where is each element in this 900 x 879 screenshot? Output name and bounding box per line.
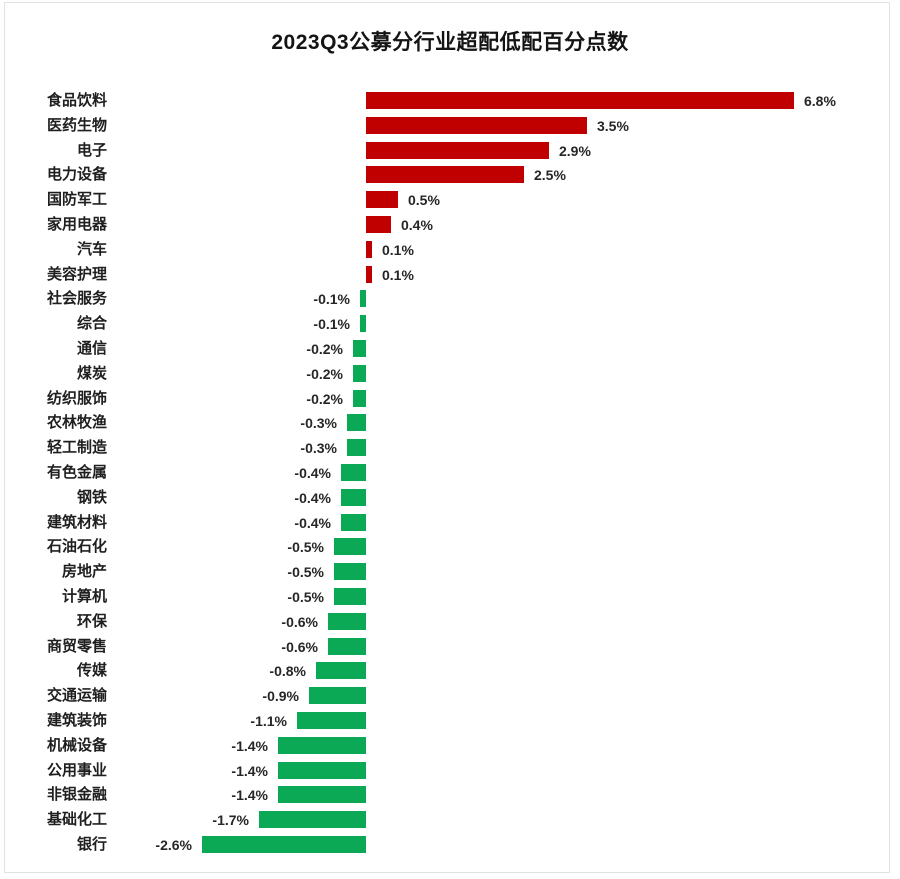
category-label: 汽车 <box>76 241 107 258</box>
value-label: 6.8% <box>804 93 836 109</box>
value-label: -1.4% <box>231 763 268 779</box>
category-label: 机械设备 <box>46 737 107 754</box>
category-label: 银行 <box>76 836 107 853</box>
bar <box>334 563 366 580</box>
category-label: 纺织服饰 <box>46 390 107 407</box>
category-label: 美容护理 <box>46 266 107 283</box>
value-label: 2.9% <box>559 143 591 159</box>
category-label: 环保 <box>76 613 107 630</box>
category-label: 家用电器 <box>46 216 107 233</box>
bar <box>353 365 366 382</box>
value-label: 0.5% <box>408 192 440 208</box>
bar <box>347 414 366 431</box>
category-label: 有色金属 <box>46 464 107 481</box>
bar <box>353 390 366 407</box>
value-label: -0.6% <box>281 614 318 630</box>
category-label: 国防军工 <box>46 191 107 208</box>
category-label: 煤炭 <box>76 365 107 382</box>
value-label: 0.1% <box>382 267 414 283</box>
category-label: 基础化工 <box>46 811 107 828</box>
bar <box>328 613 366 630</box>
chart-title: 2023Q3公募分行业超配低配百分点数 <box>271 31 629 54</box>
value-label: -0.4% <box>294 515 331 531</box>
value-label: -0.3% <box>300 415 337 431</box>
bar <box>366 117 587 134</box>
bar <box>366 266 372 283</box>
category-label: 石油石化 <box>46 538 107 555</box>
bar <box>366 166 524 183</box>
category-label: 社会服务 <box>46 290 107 307</box>
bar <box>341 464 366 481</box>
category-label: 农林牧渔 <box>46 414 107 431</box>
bar <box>328 638 366 655</box>
bar <box>259 811 366 828</box>
value-label: 3.5% <box>597 118 629 134</box>
value-label: -0.1% <box>313 291 350 307</box>
bar <box>316 662 366 679</box>
bar <box>366 142 549 159</box>
category-label: 建筑装饰 <box>46 712 107 729</box>
bar <box>360 315 366 332</box>
category-label: 建筑材料 <box>46 514 107 531</box>
value-label: -0.5% <box>287 589 324 605</box>
value-label: 0.4% <box>401 217 433 233</box>
value-label: -0.2% <box>306 341 343 357</box>
bar <box>297 712 366 729</box>
bar <box>366 191 398 208</box>
category-label: 商贸零售 <box>46 638 107 655</box>
category-label: 通信 <box>76 340 107 357</box>
category-label: 公用事业 <box>46 762 107 779</box>
category-label: 医药生物 <box>46 117 107 134</box>
category-label: 交通运输 <box>46 687 107 704</box>
category-label: 传媒 <box>76 662 107 679</box>
bar <box>366 216 391 233</box>
value-label: -0.6% <box>281 639 318 655</box>
value-label: -0.2% <box>306 391 343 407</box>
category-label: 食品饮料 <box>46 92 107 109</box>
category-label: 综合 <box>76 315 107 332</box>
bar <box>341 514 366 531</box>
value-label: -0.8% <box>269 663 306 679</box>
value-label: -2.6% <box>155 837 192 853</box>
bar <box>278 786 366 803</box>
value-label: 2.5% <box>534 167 566 183</box>
bar <box>360 290 366 307</box>
bar <box>353 340 366 357</box>
bar <box>366 241 372 258</box>
bar <box>309 687 366 704</box>
value-label: -0.1% <box>313 316 350 332</box>
value-label: -0.4% <box>294 465 331 481</box>
value-label: 0.1% <box>382 242 414 258</box>
bar <box>278 737 366 754</box>
value-label: -0.2% <box>306 366 343 382</box>
value-label: -0.3% <box>300 440 337 456</box>
category-label: 钢铁 <box>76 489 107 506</box>
value-label: -1.1% <box>250 713 287 729</box>
bar <box>341 489 366 506</box>
category-label: 电力设备 <box>46 166 107 183</box>
bar <box>278 762 366 779</box>
category-label: 非银金融 <box>46 786 107 803</box>
bar <box>347 439 366 456</box>
bar <box>334 538 366 555</box>
value-label: -0.5% <box>287 564 324 580</box>
bar <box>202 836 366 853</box>
value-label: -0.4% <box>294 490 331 506</box>
value-label: -1.4% <box>231 787 268 803</box>
category-label: 计算机 <box>61 588 107 605</box>
category-label: 轻工制造 <box>46 439 107 456</box>
category-label: 房地产 <box>61 563 107 580</box>
bar <box>366 92 794 109</box>
category-label: 电子 <box>76 142 107 159</box>
bar <box>334 588 366 605</box>
value-label: -1.4% <box>231 738 268 754</box>
value-label: -1.7% <box>212 812 249 828</box>
value-label: -0.5% <box>287 539 324 555</box>
value-label: -0.9% <box>262 688 299 704</box>
